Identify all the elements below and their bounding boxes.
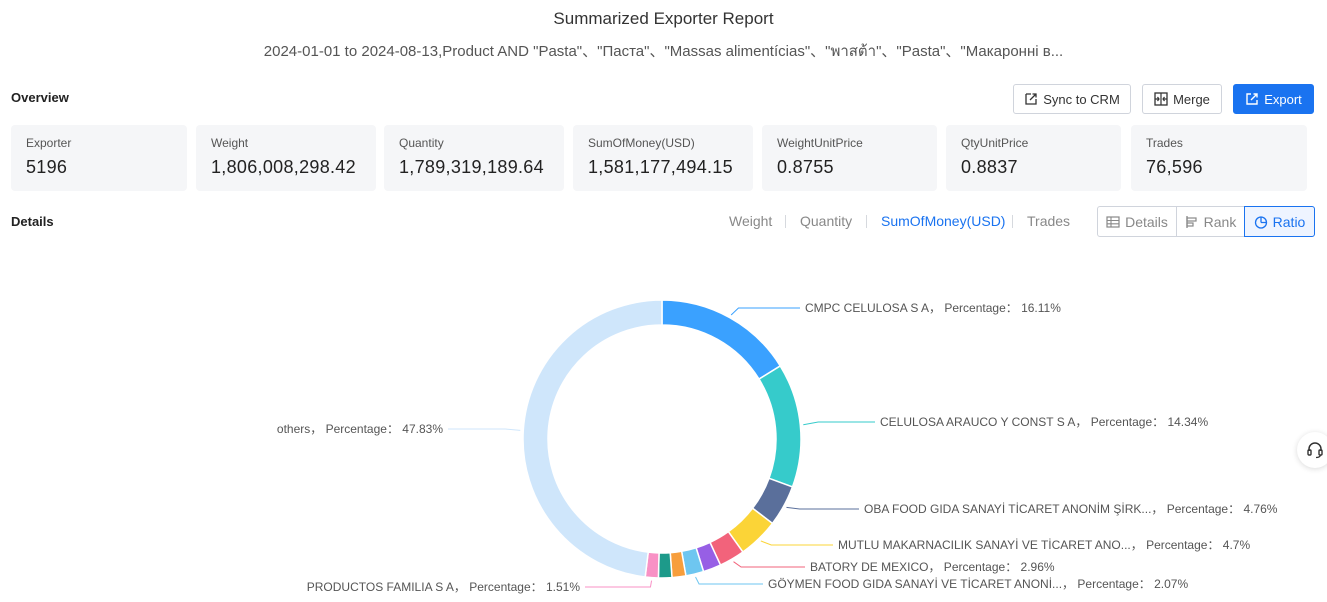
sync-to-crm-button[interactable]: Sync to CRM [1013,84,1131,114]
stat-value: 1,806,008,298.42 [211,157,356,177]
tab-quantity[interactable]: Quantity [800,213,853,229]
stat-value: 0.8755 [777,157,834,177]
slice-leader-line [803,421,875,426]
tab-sum-of-money[interactable]: SumOfMoney(USD) [881,213,1006,229]
stat-value: 1,581,177,494.15 [588,157,733,177]
stat-label: QtyUnitPrice [961,136,1029,150]
pie-icon [1254,215,1267,229]
details-heading: Details [11,214,54,229]
donut-slice[interactable] [661,299,782,381]
slice-leader-line [786,506,859,510]
stat-label: Exporter [26,136,72,150]
slice-leader-line [585,580,653,588]
tab-trades[interactable]: Trades [1027,213,1071,229]
stat-value: 5196 [26,157,68,177]
stat-value: 76,596 [1146,157,1203,177]
stat-label: Quantity [399,136,444,150]
slice-label: others， Percentage： 47.83% [277,422,443,436]
stat-value: 1,789,319,189.64 [399,157,544,177]
view-ratio-label: Ratio [1272,213,1306,230]
stat-card-sum-of-money: SumOfMoney(USD) 1,581,177,494.15 [573,125,753,191]
slice-label: OBA FOOD GIDA SANAYİ TİCARET ANONİM ŞİRK… [864,502,1278,516]
slice-leader-line [733,561,805,568]
slice-label: CMPC CELULOSA S A， Percentage： 16.11% [805,301,1061,315]
sync-crm-icon [1025,93,1037,105]
page-title: Summarized Exporter Report [553,9,774,28]
slice-leader-line [730,307,800,316]
slice-leader-line [695,576,763,585]
tab-divider [785,215,786,228]
stat-card-weight: Weight 1,806,008,298.42 [196,125,376,191]
view-rank-button[interactable]: Rank [1176,206,1245,237]
slice-label: BATORY DE MEXICO， Percentage： 2.96% [810,560,1055,574]
sync-to-crm-label: Sync to CRM [1043,91,1120,107]
export-button[interactable]: Export [1233,84,1314,114]
headset-icon [1307,442,1323,459]
report-header: Summarized Exporter Report 2024-01-01 to… [0,0,1327,66]
tab-divider [1012,215,1013,228]
stat-label: Trades [1146,136,1183,150]
slice-label: MUTLU MAKARNACILIK SANAYİ VE TİCARET ANO… [838,538,1250,552]
slice-leader-line [448,428,521,431]
donut-slice[interactable] [522,299,663,578]
slice-label: PRODUCTOS FAMILIA S A， Percentage： 1.51% [307,580,581,594]
stat-card-qty-unit-price: QtyUnitPrice 0.8837 [946,125,1121,191]
table-icon [1106,215,1120,228]
merge-icon [1154,92,1168,106]
tab-divider [866,215,867,228]
export-icon [1246,93,1258,105]
ratio-donut-chart: CMPC CELULOSA S A， Percentage： 16.11% CEL… [277,299,1278,594]
merge-label: Merge [1173,91,1210,107]
stat-value: 0.8837 [961,157,1018,177]
view-rank-label: Rank [1203,213,1237,230]
slice-label: GÖYMEN FOOD GIDA SANAYİ VE TİCARET ANONİ… [768,577,1188,591]
bar-rank-icon [1186,215,1197,228]
merge-button[interactable]: Merge [1142,84,1222,114]
overview-heading: Overview [11,90,69,105]
slice-label: CELULOSA ARAUCO Y CONST S A， Percentage：… [880,415,1208,429]
donut-slice[interactable] [757,364,802,488]
view-details-label: Details [1125,213,1168,230]
view-details-button[interactable]: Details [1097,206,1177,237]
report-subtitle: 2024-01-01 to 2024-08-13,Product AND "Pa… [263,43,1064,60]
slice-leader-line [760,540,833,546]
tab-weight[interactable]: Weight [729,213,773,229]
stat-card-exporter: Exporter 5196 [11,125,187,191]
stat-card-trades: Trades 76,596 [1131,125,1307,191]
support-button[interactable] [1297,432,1327,468]
stat-card-weight-unit-price: WeightUnitPrice 0.8755 [762,125,937,191]
stat-label: SumOfMoney(USD) [588,136,695,150]
donut-slice[interactable] [657,551,673,579]
stat-card-quantity: Quantity 1,789,319,189.64 [384,125,564,191]
view-ratio-button[interactable]: Ratio [1244,206,1315,237]
view-mode-group: Details Rank Ratio [1097,206,1315,237]
stat-label: Weight [211,136,249,150]
export-label: Export [1264,91,1302,107]
stat-label: WeightUnitPrice [777,136,863,150]
